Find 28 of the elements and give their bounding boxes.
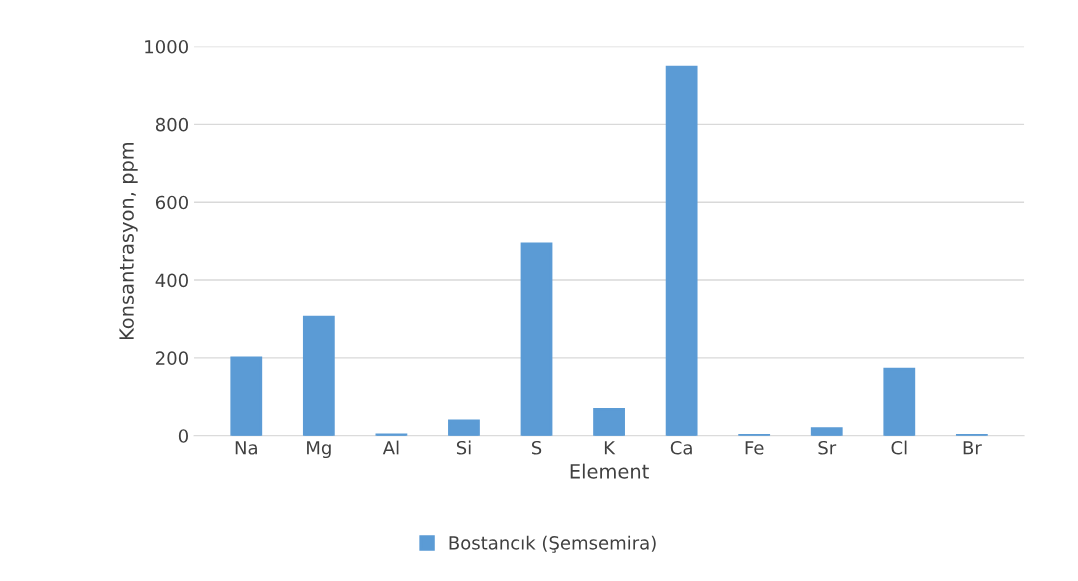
x-tick-label: Sr [818, 440, 837, 455]
y-tick-label: 0 [178, 429, 188, 443]
x-axis-title: Element [570, 463, 649, 479]
bar [448, 419, 480, 436]
x-tick-label: Br [963, 441, 982, 455]
y-tick-label: 800 [155, 117, 188, 132]
bar [520, 242, 553, 436]
y-tick-label: 1000 [145, 39, 188, 54]
x-tick-label: Ca [670, 440, 692, 455]
bar [810, 427, 843, 436]
x-tick-label: S [531, 440, 542, 455]
x-tick-label: Al [382, 440, 399, 455]
y-tick-label: 600 [155, 195, 188, 210]
bar [883, 367, 916, 436]
bar [302, 315, 335, 436]
bar [593, 407, 625, 436]
x-tick-label: Fe [745, 441, 764, 455]
x-tick-label: Na [235, 441, 257, 455]
y-tick-label: 400 [155, 273, 188, 288]
x-tick-label: Mg [307, 441, 331, 459]
y-axis-title: Konsantrasyon, ppm [119, 142, 138, 340]
legend-label: Bostancık (Şemsemira) [449, 535, 656, 553]
bar [665, 65, 698, 436]
x-tick-label: Cl [891, 440, 907, 455]
y-tick-label: 200 [156, 351, 188, 366]
bar [230, 356, 263, 436]
x-tick-label: Si [456, 440, 471, 455]
x-tick-label: K [604, 441, 616, 455]
